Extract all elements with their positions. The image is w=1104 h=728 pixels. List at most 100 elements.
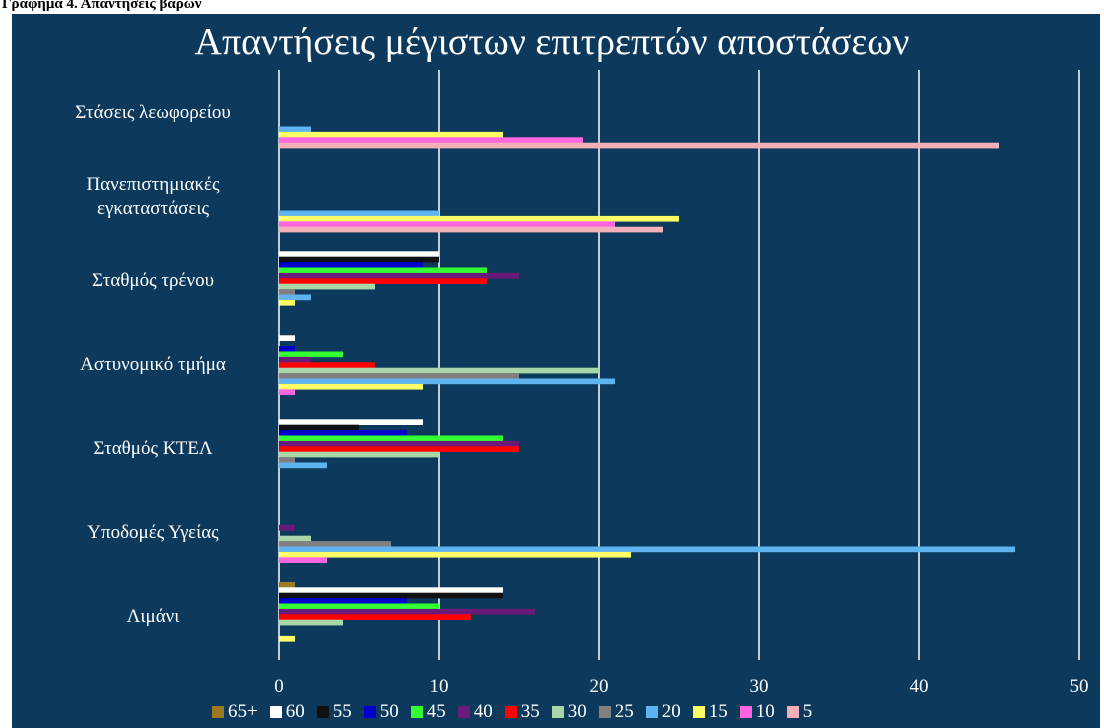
legend-swatch: [457, 706, 470, 718]
bar: [279, 142, 999, 149]
legend-item: 40: [457, 701, 493, 723]
bar: [279, 351, 343, 358]
bar: [279, 210, 439, 217]
bar: [279, 603, 439, 610]
bar: [279, 362, 375, 368]
bar: [279, 546, 1015, 553]
legend-swatch: [410, 706, 423, 718]
bar: [279, 440, 519, 447]
legend-label: 15: [708, 701, 728, 722]
legend-label: 30: [567, 701, 587, 722]
legend-swatch: [551, 706, 564, 718]
bar: [279, 378, 615, 385]
legend-item: 35: [504, 701, 540, 723]
category-label: Σταθμός ΚΤΕΛ: [93, 438, 213, 459]
category-label: Λιμάνι: [126, 606, 180, 627]
legend-swatch: [212, 706, 224, 718]
bar: [279, 457, 295, 463]
bar: [279, 221, 615, 227]
legend-label: 45: [426, 701, 446, 722]
bar: [279, 373, 519, 379]
chart-title: Απαντήσεις μέγιστων επιτρεπτών αποστάσεω…: [194, 21, 910, 63]
bar: [279, 435, 503, 442]
bar: [279, 226, 663, 233]
x-tick-label: 0: [274, 676, 284, 697]
legend-label: 5: [802, 701, 813, 722]
bar: [279, 126, 311, 133]
legend-label: 10: [755, 701, 775, 722]
bar: [279, 283, 375, 290]
bar: [279, 424, 359, 431]
legend-swatch: [269, 706, 282, 718]
bar: [279, 389, 295, 395]
bar: [279, 608, 535, 615]
legend-item: 30: [551, 701, 587, 723]
bar: [279, 289, 295, 295]
bar: [279, 278, 487, 284]
legend-item: 15: [692, 701, 728, 723]
x-tick-label: 50: [1069, 676, 1089, 697]
bar: [279, 524, 295, 531]
bar: [279, 256, 439, 263]
legend-label: 35: [520, 701, 540, 722]
legend-label: 50: [379, 701, 399, 722]
bar: [279, 541, 391, 547]
bar: [279, 592, 503, 599]
legend-swatch: [504, 706, 517, 718]
legend-swatch: [739, 706, 752, 718]
bar: [279, 346, 295, 352]
legend-item: 10: [739, 701, 775, 723]
bar: [279, 581, 295, 588]
category-label: Πανεπιστημιακές εγκαταστάσεις: [86, 174, 220, 219]
legend-swatch: [692, 706, 705, 718]
x-tick-label: 40: [909, 676, 929, 697]
legend-swatch: [363, 706, 376, 718]
bar: [279, 383, 423, 390]
bar: [279, 356, 311, 363]
legend-item: 50: [363, 701, 399, 723]
bar: [279, 137, 583, 143]
x-tick-label: 30: [749, 676, 769, 697]
legend-swatch: [786, 706, 799, 718]
legend: 65+ 60 55 50 45 40 35 30 25 20 15 10 5: [212, 701, 812, 723]
legend-label: 55: [332, 701, 352, 722]
legend-swatch: [598, 706, 611, 718]
bar: [279, 446, 519, 452]
legend-swatch: [645, 706, 658, 718]
legend-label: 60: [285, 701, 305, 722]
category-label: Σταθμός τρένου: [92, 270, 214, 291]
bar: [279, 619, 343, 626]
bar: [279, 430, 407, 436]
legend-item: 45: [410, 701, 446, 723]
caption: Γράφημα 4. Απαντήσεις βαρών: [2, 0, 202, 12]
bar: [279, 635, 295, 642]
bar: [279, 451, 439, 458]
legend-item: 60: [269, 701, 305, 723]
bar: [279, 587, 503, 593]
bar: [279, 267, 487, 274]
x-tick-label: 20: [589, 676, 609, 697]
bar: [279, 294, 311, 301]
category-label: Στάσεις λεωφορείου: [75, 102, 231, 123]
bar: [279, 367, 599, 374]
bar: [279, 272, 519, 279]
legend-label: 20: [661, 701, 681, 722]
bar: [279, 535, 311, 542]
legend-item: 25: [598, 701, 634, 723]
bar: [279, 215, 679, 222]
legend-item: 5: [786, 701, 813, 723]
bar: [279, 335, 295, 341]
category-label: Υποδομές Υγείας: [87, 522, 219, 543]
bar: [279, 251, 439, 257]
bar: [279, 131, 503, 138]
bar: [279, 462, 327, 469]
bar: [279, 557, 327, 563]
bar: [279, 614, 471, 620]
x-tick-label: 10: [429, 676, 449, 697]
bar: [279, 551, 631, 558]
category-label: Αστυνομικό τμήμα: [80, 354, 226, 375]
bar: [279, 598, 407, 604]
legend-item: 20: [645, 701, 681, 723]
